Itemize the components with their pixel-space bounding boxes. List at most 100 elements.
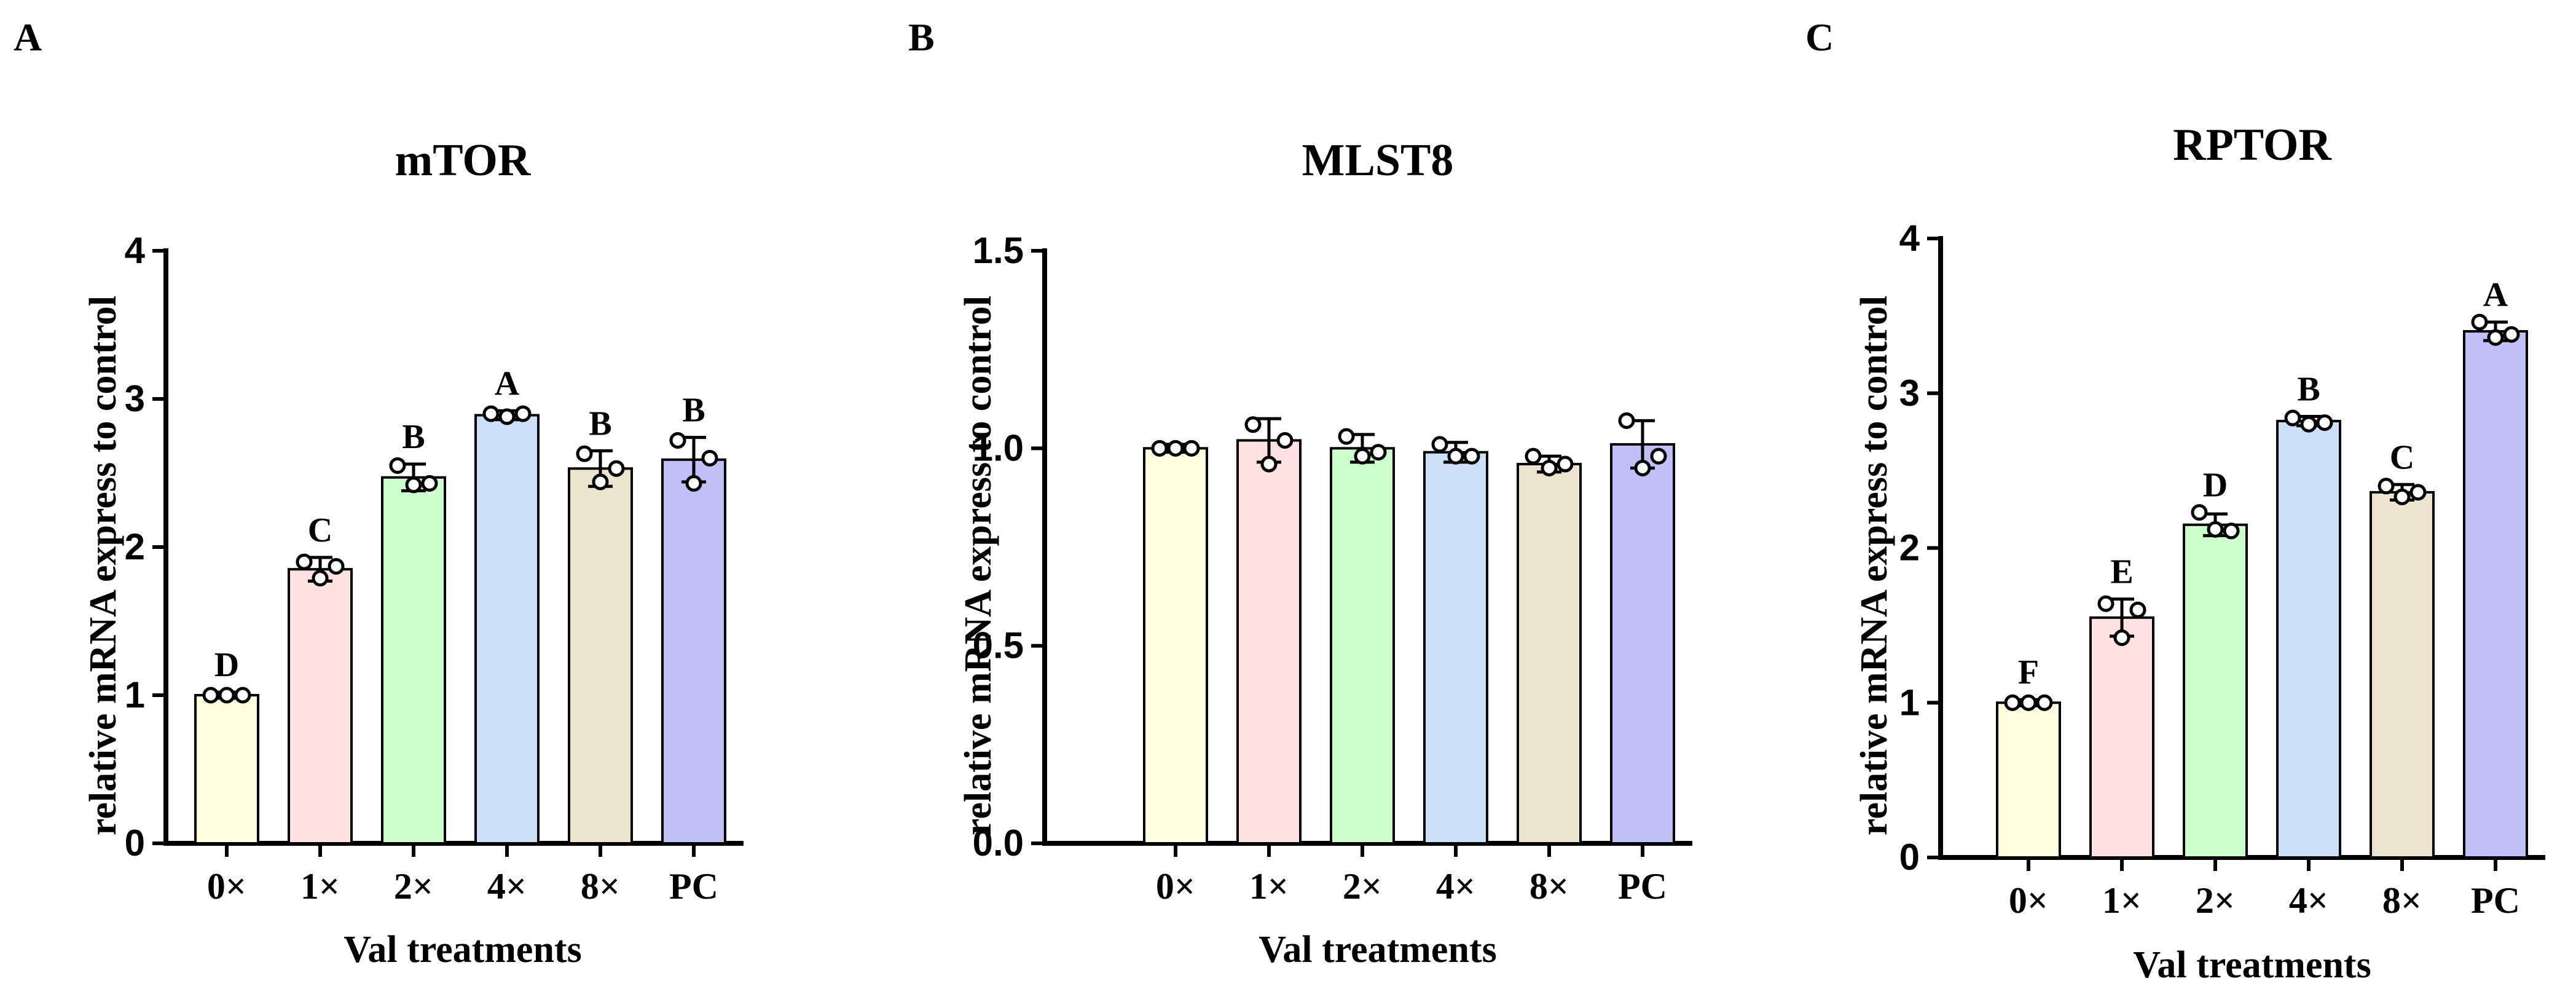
data-point [2036,694,2053,711]
x-tick-label: 8× [581,866,620,907]
significance-letter: C [308,511,332,550]
x-tick-label: 4× [2289,880,2328,921]
y-tick-label: 1 [125,674,145,715]
y-tick-label: 1 [1899,682,1920,723]
significance-letter: E [2110,553,2133,591]
data-point [1431,436,1448,453]
data-point [2004,694,2021,711]
bar [661,458,726,845]
bar [1236,439,1302,845]
data-point [2284,409,2301,427]
bar [194,694,259,845]
data-point [1618,412,1635,429]
chart-panel-b: B MLST8 relative mRNA express to control… [908,15,1692,971]
data-point [576,445,593,462]
bar [1517,463,1582,845]
data-point [296,553,313,570]
data-point [669,432,686,449]
x-tick-label: 8× [1530,866,1569,907]
data-point [1167,439,1184,457]
data-point [1244,416,1262,433]
data-point [608,460,625,477]
x-axis-title: Val treatments [1259,929,1496,971]
data-point [2393,488,2411,505]
chart-panel-c: C RPTOR relative mRNA express to control… [1805,15,2545,986]
x-tick-label: 8× [2382,880,2422,921]
data-point [405,476,422,494]
bar [474,414,540,845]
x-tick-label: 2× [394,866,433,907]
data-point [514,405,532,422]
data-point [498,408,516,425]
y-tick-label: 0.5 [973,625,1024,666]
y-axis-title: relative mRNA express to control [82,296,124,835]
data-point [1634,459,1651,476]
data-point [2207,521,2224,538]
data-point [389,457,406,474]
data-point [2409,484,2427,501]
data-point [2020,694,2037,711]
chart-title: RPTOR [2173,120,2332,170]
data-point [234,687,251,704]
significance-letter: C [2390,438,2414,476]
y-tick-label: 3 [1899,372,1920,414]
y-tick-label: 4 [1899,218,1920,259]
y-tick-label: 1.0 [973,427,1024,468]
chart-panel-a: A mTOR relative mRNA express to control … [14,15,744,971]
data-point [2378,478,2395,495]
data-point [1463,447,1480,465]
data-point [2471,313,2488,331]
data-point [685,475,702,492]
x-axis-title: Val treatments [2133,944,2371,986]
y-tick-label: 2 [125,526,145,567]
plot-area: 0 1 2 3 4 D 0× C 1× B 2× A 4× B 8× B PC [125,230,744,907]
data-point [1447,447,1464,465]
y-axis-title: relative mRNA express to control [957,296,999,835]
x-tick-label: PC [2471,880,2520,921]
panel-letter: A [14,15,42,59]
x-tick-label: 0× [2009,880,2048,921]
significance-letter: D [214,646,239,684]
data-point [1183,439,1200,457]
bar [1330,447,1395,845]
bar [1610,443,1675,845]
data-point [218,687,235,704]
data-point [2300,416,2317,433]
x-tick-label: PC [1618,866,1667,907]
chart-title: MLST8 [1302,135,1454,186]
y-tick-label: 1.5 [973,230,1024,271]
data-point [592,473,609,491]
bar [381,476,446,845]
y-tick-label: 0 [125,822,145,864]
data-point [1354,447,1371,465]
bar [288,568,353,845]
data-point [1151,439,1168,457]
x-tick-label: 2× [1343,866,1382,907]
x-tick-label: 1× [2102,880,2142,921]
data-point [2503,326,2520,343]
data-point [1338,428,1355,445]
significance-letter: D [2203,467,2228,505]
bar [2370,491,2435,859]
bar [2276,420,2341,859]
plot-area: 0.0 0.5 1.0 1.5 0× 1× 2× 4× 8× PC [973,230,1692,907]
significance-letter: B [2297,371,2320,409]
panel-letter: C [1805,15,1834,59]
bar [2183,523,2248,859]
x-axis-title: Val treatments [344,929,581,971]
data-point [328,558,345,575]
x-tick-label: 1× [300,866,340,907]
data-point [421,475,438,492]
y-tick-label: 3 [125,378,145,419]
bar [2463,330,2528,859]
y-axis-title: relative mRNA express to control [1853,296,1895,835]
chart-title: mTOR [395,135,532,186]
bar [1996,701,2061,859]
bar [1423,451,1488,845]
data-point [1370,444,1387,461]
x-tick-label: 4× [1436,866,1475,907]
y-tick-label: 0 [1899,837,1920,878]
data-point [2316,414,2333,432]
data-point [1525,447,1542,465]
